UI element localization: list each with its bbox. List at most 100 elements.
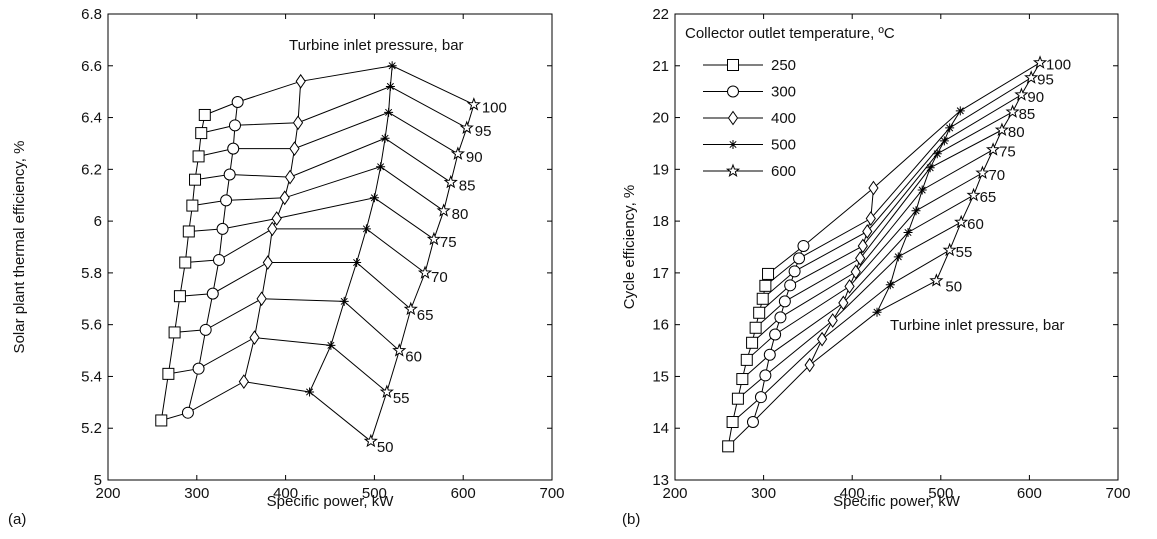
data-point xyxy=(955,106,965,116)
y-tick-label: 14 xyxy=(652,420,669,437)
x-tick-label: 700 xyxy=(539,485,564,502)
data-point xyxy=(459,120,474,134)
data-point xyxy=(376,162,386,172)
data-point xyxy=(249,330,260,345)
data-point xyxy=(774,311,787,324)
data-point xyxy=(192,362,205,375)
y-tick-label: 21 xyxy=(652,58,669,75)
legend-label: 400 xyxy=(771,110,796,127)
y-tick-label: 6 xyxy=(94,213,102,230)
data-point xyxy=(722,440,735,453)
y-tick-label: 16 xyxy=(652,317,669,334)
data-point xyxy=(942,242,957,257)
data-point xyxy=(352,258,362,268)
data-point xyxy=(195,127,208,140)
data-point xyxy=(339,296,349,306)
data-point xyxy=(749,321,762,334)
data-point xyxy=(238,374,249,390)
data-point xyxy=(450,146,465,160)
annotation-label: Turbine inlet pressure, bar xyxy=(289,37,464,54)
y-axis-label: Cycle efficiency, % xyxy=(621,185,638,310)
data-point xyxy=(363,433,378,448)
data-point xyxy=(181,406,194,419)
data-point xyxy=(284,169,296,185)
data-point xyxy=(403,301,418,316)
data-point xyxy=(305,387,315,397)
pressure-label: 95 xyxy=(1037,72,1054,89)
data-point xyxy=(228,119,241,132)
data-point xyxy=(199,323,212,336)
data-point xyxy=(369,193,379,203)
pressure-label: 70 xyxy=(431,269,448,286)
data-point xyxy=(162,367,175,380)
data-point xyxy=(227,142,240,155)
pressure-label: 50 xyxy=(377,439,394,456)
x-tick-label: 500 xyxy=(362,485,387,502)
iso-pressure-line xyxy=(758,111,1013,314)
data-point xyxy=(206,287,219,300)
data-point xyxy=(929,273,944,287)
data-point xyxy=(179,256,192,269)
y-tick-label: 5 xyxy=(94,472,102,489)
data-point xyxy=(380,133,390,143)
data-point xyxy=(855,251,866,266)
data-point xyxy=(838,295,849,311)
y-tick-label: 6.6 xyxy=(81,58,102,75)
data-point xyxy=(754,391,767,404)
pressure-label: 95 xyxy=(475,123,492,140)
x-tick-label: 300 xyxy=(751,485,776,502)
data-point xyxy=(932,149,942,159)
x-tick-label: 700 xyxy=(1105,485,1130,502)
y-tick-label: 6.2 xyxy=(81,161,102,178)
data-point xyxy=(857,238,868,254)
data-point xyxy=(762,267,775,280)
pressure-label: 65 xyxy=(980,189,997,206)
y-tick-label: 13 xyxy=(652,472,669,489)
y-tick-label: 15 xyxy=(652,368,669,385)
data-point xyxy=(173,290,186,303)
pressure-label: 85 xyxy=(1019,106,1036,123)
data-point xyxy=(804,357,815,373)
data-point xyxy=(361,224,371,234)
data-point xyxy=(216,222,229,235)
data-point xyxy=(1005,104,1020,118)
plot-frame xyxy=(674,13,1119,481)
legend-marker xyxy=(725,163,741,178)
data-point xyxy=(865,211,876,226)
data-point xyxy=(954,214,969,229)
data-point xyxy=(925,163,935,173)
data-point xyxy=(893,252,903,262)
data-point xyxy=(220,194,233,207)
data-point xyxy=(753,306,766,319)
data-point xyxy=(759,369,772,382)
data-point xyxy=(917,185,927,195)
data-point xyxy=(994,122,1010,137)
iso-pressure-line xyxy=(185,228,426,274)
x-tick-label: 200 xyxy=(95,485,120,502)
iso-pressure-line xyxy=(755,129,1003,329)
data-point xyxy=(256,291,267,307)
pressure-label: 90 xyxy=(466,149,483,166)
data-point xyxy=(271,211,282,226)
data-point xyxy=(168,326,181,339)
data-point xyxy=(186,199,199,212)
data-point xyxy=(850,264,861,280)
iso-pressure-line xyxy=(737,221,962,400)
legend-title: Collector outlet temperature, ºC xyxy=(685,25,895,42)
data-point xyxy=(279,190,290,206)
data-point xyxy=(793,252,806,265)
data-point xyxy=(975,165,990,179)
data-point xyxy=(769,328,782,341)
data-point xyxy=(417,265,433,279)
data-point xyxy=(746,336,759,349)
data-point xyxy=(384,107,394,117)
y-tick-label: 5.4 xyxy=(81,368,102,385)
data-point xyxy=(788,265,801,278)
data-point xyxy=(223,168,236,181)
y-tick-label: 6.4 xyxy=(81,110,102,127)
pressure-label: 75 xyxy=(440,234,457,251)
legend-label: 300 xyxy=(771,84,796,101)
data-point xyxy=(911,206,921,216)
data-point xyxy=(945,123,955,133)
